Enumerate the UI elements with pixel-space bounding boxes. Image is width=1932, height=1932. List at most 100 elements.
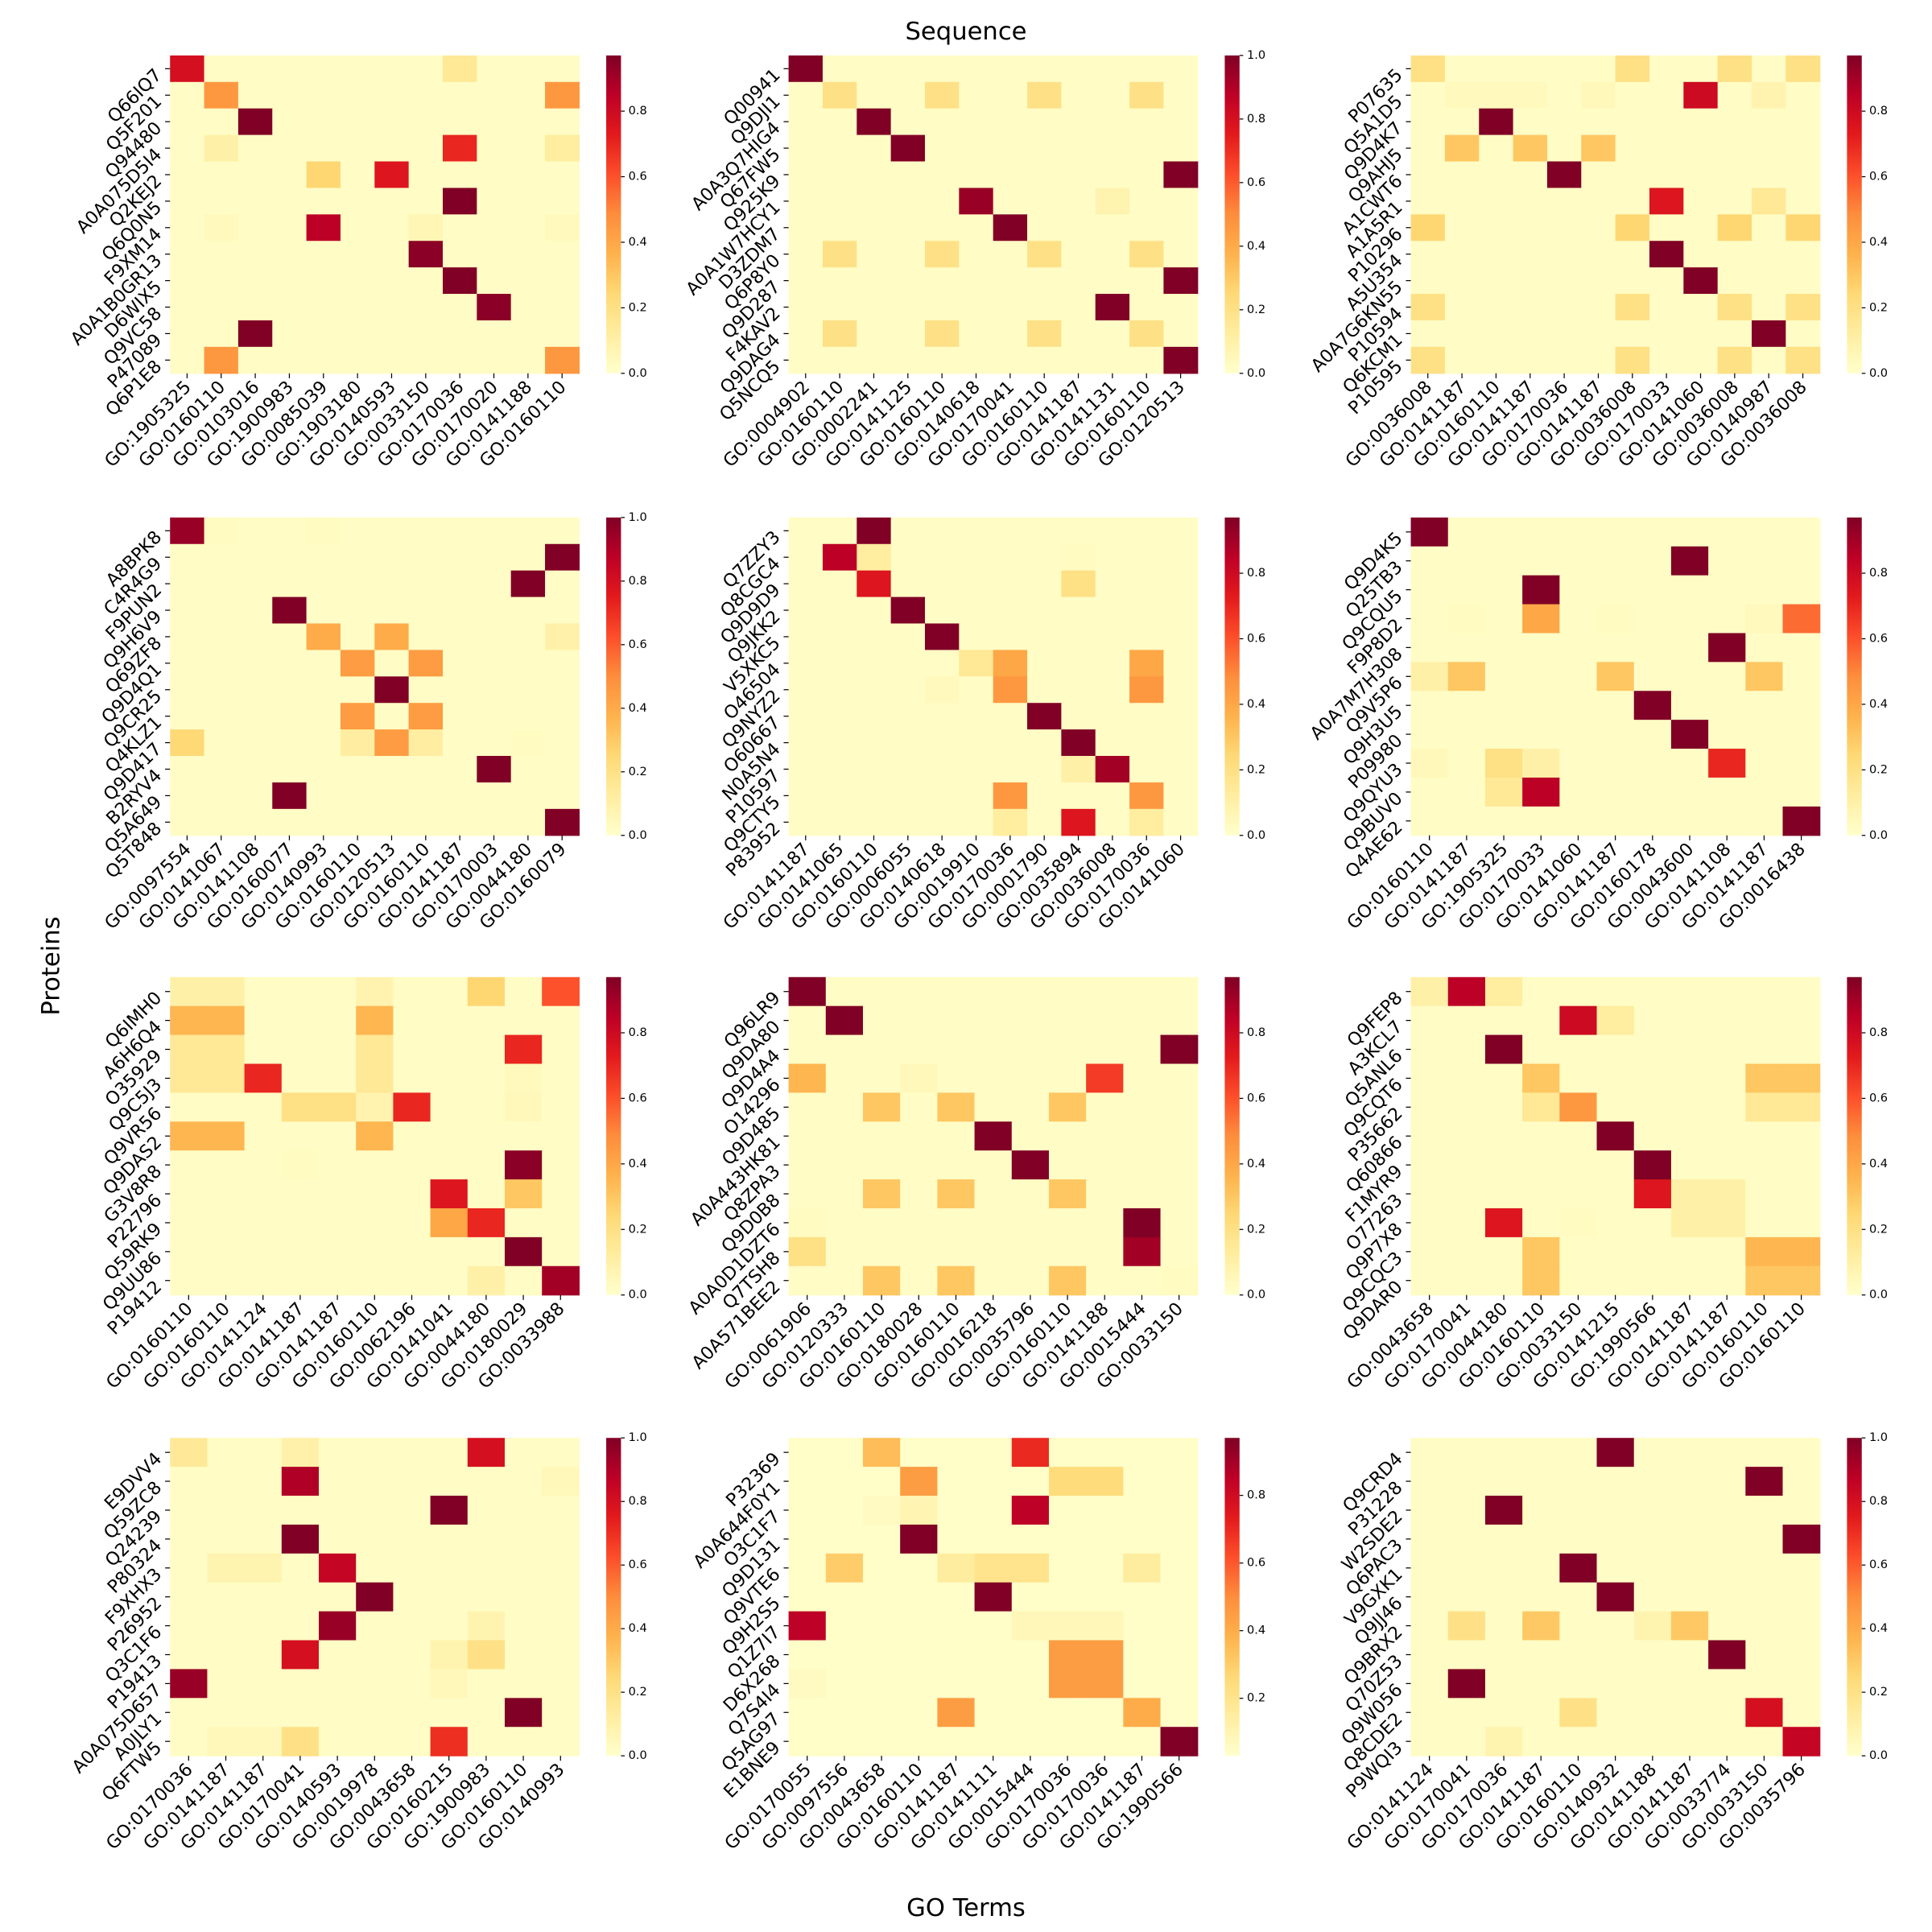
heatmap-cell [1596, 1698, 1635, 1728]
heatmap-cell [788, 161, 824, 189]
heatmap-cell [545, 134, 580, 163]
heatmap-cell [1086, 1467, 1124, 1496]
heatmap-cell [937, 1467, 976, 1496]
heatmap-cell [1410, 1524, 1449, 1554]
heatmap-cell [1129, 81, 1165, 109]
heatmap-cell [1484, 1121, 1523, 1151]
heatmap-cell [1086, 1524, 1124, 1554]
heatmap-cell [393, 1467, 431, 1496]
heatmap-cell [1752, 108, 1786, 136]
heatmap-cell [1484, 720, 1523, 749]
heatmap-cell [477, 81, 512, 109]
heatmap-cell [993, 214, 1028, 242]
heatmap-cell [1683, 241, 1719, 268]
heatmap-cell [281, 1467, 320, 1496]
heatmap-cell [545, 650, 580, 677]
heatmap-cell [443, 320, 477, 348]
heatmap-cell [281, 1438, 320, 1468]
heatmap-cell [1782, 1150, 1821, 1180]
heatmap-cell [356, 1582, 394, 1612]
heatmap-cell [788, 320, 824, 348]
heatmap-cell [900, 1265, 938, 1296]
heatmap-cell [1447, 1467, 1486, 1496]
heatmap-cell [862, 1669, 901, 1699]
heatmap-cell [545, 188, 580, 215]
heatmap-cell [504, 1265, 543, 1296]
heatmap-cell [1745, 1236, 1784, 1267]
heatmap-cell [1633, 777, 1672, 807]
heatmap-cell [1447, 1121, 1486, 1151]
heatmap-cell [1479, 294, 1514, 321]
heatmap-cell [1129, 703, 1165, 730]
heatmap-cell [1163, 703, 1199, 730]
heatmap-cell [959, 623, 994, 651]
heatmap-cell [504, 1236, 543, 1267]
heatmap-cell [825, 1640, 864, 1670]
heatmap-cell [356, 976, 394, 1007]
heatmap-cell [408, 134, 444, 163]
heatmap-cell [545, 267, 580, 295]
heatmap-cell [1670, 1438, 1709, 1468]
colorbar [1224, 55, 1240, 374]
heatmap-cell [374, 570, 410, 598]
heatmap-cell [822, 543, 857, 572]
heatmap-cell [467, 1063, 506, 1093]
heatmap-cell [822, 134, 857, 163]
heatmap-cell [374, 676, 410, 704]
heatmap-cell [1160, 1582, 1199, 1612]
heatmap-cell [890, 320, 926, 348]
heatmap-cell [788, 1698, 827, 1728]
heatmap-cell [974, 1236, 1013, 1267]
heatmap-cell [959, 650, 994, 677]
heatmap-cell [170, 1698, 208, 1728]
colorbar [606, 976, 621, 1295]
heatmap-cell [1633, 1582, 1672, 1612]
heatmap-cell [306, 55, 341, 83]
heatmap-cell [900, 1582, 938, 1612]
heatmap-cell [1129, 346, 1165, 374]
heatmap-cell [281, 1179, 320, 1209]
heatmap-cell [510, 517, 546, 545]
heatmap-cell [1581, 346, 1616, 374]
heatmap-cell [1513, 108, 1548, 136]
colorbar [606, 55, 621, 374]
heatmap-cell [788, 756, 824, 783]
heatmap-cell [204, 214, 239, 242]
heatmap-cell [1027, 81, 1062, 109]
heatmap-cell [504, 976, 543, 1007]
heatmap-cell [393, 1034, 431, 1065]
heatmap-cell [340, 346, 375, 374]
heatmap-cell [443, 808, 477, 836]
heatmap-cell [207, 1121, 246, 1151]
heatmap-cell [862, 1698, 901, 1728]
heatmap-cell [1027, 267, 1062, 295]
heatmap-cell [1011, 1236, 1050, 1267]
heatmap-cell [1484, 1582, 1523, 1612]
heatmap-cell [1670, 1611, 1709, 1641]
heatmap-cell [890, 81, 926, 109]
heatmap-cell [825, 1092, 864, 1122]
heatmap-cell [306, 676, 341, 704]
heatmap-cell [937, 976, 976, 1007]
heatmap-cell [1129, 108, 1165, 136]
heatmap-cell [1596, 1669, 1635, 1699]
heatmap-cell [862, 1179, 901, 1209]
heatmap-cell [1123, 1438, 1162, 1468]
heatmap-cell [504, 1092, 543, 1122]
heatmap-cell [822, 294, 857, 321]
heatmap-cell [1484, 1150, 1523, 1180]
colorbar-tick-label: 0.4 [1869, 1158, 1888, 1170]
heatmap-cell [1785, 188, 1821, 215]
heatmap-cell [993, 676, 1028, 704]
heatmap-cell [1011, 1208, 1050, 1238]
heatmap-cell [1123, 1640, 1162, 1670]
heatmap-cell [1522, 1640, 1560, 1670]
heatmap-cell [1745, 720, 1784, 749]
heatmap-cell [1027, 294, 1062, 321]
heatmap-cell [1447, 749, 1486, 778]
heatmap-cell [1633, 1467, 1672, 1496]
heatmap-cell [788, 1208, 827, 1238]
heatmap-cell [822, 241, 857, 268]
heatmap-cell [504, 1698, 543, 1728]
heatmap-cell [857, 134, 892, 163]
